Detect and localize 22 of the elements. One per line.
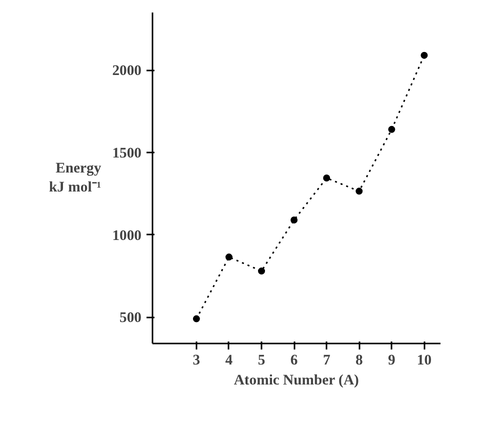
- point: [420, 52, 428, 59]
- x-tick-label: 8: [355, 352, 363, 368]
- x-tick-label: 9: [388, 352, 396, 368]
- point: [192, 315, 200, 322]
- x-tick-label: 3: [192, 352, 200, 368]
- point: [323, 174, 330, 182]
- x-tick-label: 5: [258, 352, 266, 368]
- x-axis-title: Atomic Number (A): [234, 372, 360, 388]
- x-tick-label: 6: [290, 352, 298, 368]
- point: [388, 126, 396, 133]
- x-tick-label: 7: [322, 352, 330, 368]
- point: [258, 268, 266, 275]
- point: [356, 188, 363, 195]
- point: [290, 216, 298, 224]
- y-axis-title: Energy kJ mol⁻¹: [49, 160, 102, 196]
- x-tick-label: 4: [225, 352, 234, 368]
- y-tick-label: 2000: [112, 63, 142, 80]
- y-tick-label: 1500: [112, 145, 142, 162]
- y-tick-label: 1000: [112, 228, 142, 244]
- point: [225, 254, 232, 261]
- y-tick-label: 500: [120, 310, 142, 326]
- x-tick-label: 10: [416, 352, 432, 368]
